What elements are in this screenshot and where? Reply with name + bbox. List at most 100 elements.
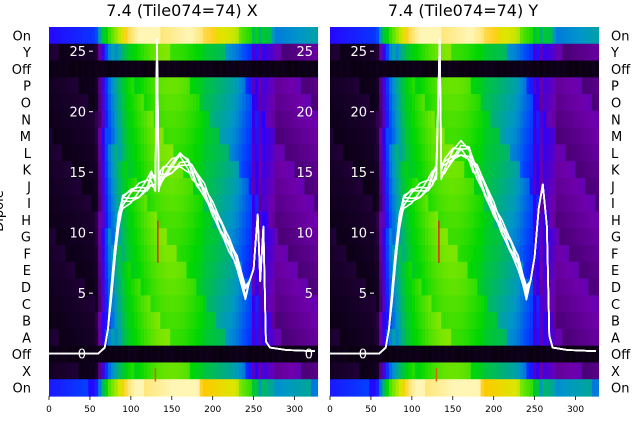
- heatmap-cell: [134, 27, 138, 45]
- heatmap-cell: [104, 245, 109, 263]
- heatmap-cell: [101, 194, 106, 213]
- heatmap-cell: [330, 60, 334, 78]
- heatmap-cell: [539, 60, 544, 78]
- heatmap-cell: [304, 94, 309, 112]
- heatmap-cell: [496, 362, 501, 380]
- heatmap-cell: [104, 362, 109, 380]
- heatmap-cell: [124, 312, 129, 330]
- heatmap-cell: [255, 43, 260, 62]
- heatmap-cell: [506, 110, 511, 129]
- heatmap-cell: [336, 295, 341, 313]
- heatmap-cell: [127, 127, 132, 146]
- heatmap-cell: [199, 228, 204, 246]
- heatmap: [49, 27, 319, 397]
- heatmap-cell: [434, 194, 439, 213]
- heatmap-cell: [163, 295, 168, 313]
- heatmap-cell: [166, 144, 171, 162]
- heatmap-cell: [470, 245, 475, 263]
- heatmap-cell: [500, 295, 505, 313]
- heatmap-cell: [595, 127, 600, 146]
- heatmap-cell: [55, 194, 60, 213]
- heatmap-cell: [526, 261, 531, 280]
- heatmap-cell: [281, 278, 286, 296]
- heatmap-cell: [388, 60, 393, 78]
- heatmap-cell: [307, 194, 312, 213]
- heatmap-cell: [183, 194, 188, 213]
- heatmap-cell: [107, 177, 112, 196]
- heatmap-cell: [232, 261, 237, 280]
- heatmap-cell: [143, 245, 148, 263]
- heatmap-cell: [137, 228, 142, 246]
- heatmap-cell: [287, 110, 292, 129]
- heatmap-cell: [542, 211, 547, 229]
- heatmap-cell: [546, 127, 550, 146]
- heatmap-cell: [474, 194, 478, 213]
- heatmap-cell: [140, 312, 145, 330]
- heatmap-cell: [94, 60, 99, 78]
- heatmap-cell: [114, 312, 119, 330]
- heatmap-cell: [359, 43, 364, 62]
- heatmap-cell: [160, 60, 165, 78]
- heatmap-cell: [510, 27, 514, 45]
- heatmap-cell: [229, 295, 233, 313]
- heatmap-cell: [513, 144, 518, 162]
- heatmap-cell: [101, 278, 106, 296]
- heatmap-cell: [565, 177, 570, 196]
- heatmap-cell: [212, 194, 217, 213]
- heatmap-cell: [464, 345, 469, 364]
- heatmap-cell: [519, 43, 524, 62]
- heatmap-cell: [202, 278, 207, 296]
- heatmap-cell: [519, 194, 524, 213]
- heatmap-cell: [536, 194, 541, 213]
- heatmap-cell: [189, 110, 194, 129]
- heatmap-cell: [339, 161, 344, 179]
- heatmap-cell: [565, 211, 570, 229]
- heatmap-cell: [372, 194, 377, 213]
- heatmap-cell: [186, 278, 191, 296]
- heatmap-cell: [196, 379, 201, 397]
- heatmap-cell: [444, 312, 449, 330]
- heatmap-cell: [140, 211, 145, 229]
- x-tick-label: 150: [163, 405, 180, 415]
- heatmap-cell: [62, 60, 66, 78]
- heatmap-cell: [251, 312, 256, 330]
- heatmap-cell: [578, 110, 583, 129]
- heatmap-cell: [166, 245, 171, 263]
- heatmap-cell: [98, 94, 102, 112]
- heatmap-cell: [245, 161, 250, 179]
- heatmap-cell: [137, 328, 142, 347]
- heatmap-cell: [199, 27, 204, 45]
- heatmap-cell: [536, 43, 541, 62]
- heatmap-cell: [447, 43, 452, 62]
- heatmap-cell: [271, 362, 276, 380]
- heatmap-cell: [483, 345, 488, 364]
- heatmap-cell: [572, 228, 577, 246]
- heatmap-cell: [467, 161, 472, 179]
- heatmap-cell: [310, 345, 315, 364]
- heatmap-cell: [81, 27, 86, 45]
- heatmap-cell: [157, 345, 161, 364]
- heatmap-cell: [261, 77, 266, 95]
- heatmap-cell: [339, 43, 344, 62]
- heatmap-cell: [117, 77, 122, 95]
- heatmap-cell: [114, 211, 119, 229]
- heatmap-cell: [496, 43, 501, 62]
- heatmap-cell: [415, 278, 419, 296]
- heatmap-cell: [143, 278, 148, 296]
- heatmap-cell: [493, 245, 498, 263]
- heatmap-cell: [104, 77, 109, 95]
- heatmap-cell: [242, 228, 247, 246]
- heatmap-cell: [199, 161, 204, 179]
- heatmap-cell: [464, 278, 469, 296]
- heatmap-cell: [81, 328, 86, 347]
- heatmap-cell: [186, 127, 191, 146]
- heatmap-cell: [193, 194, 197, 213]
- heatmap-cell: [402, 328, 406, 347]
- heatmap-cell: [339, 362, 344, 380]
- heatmap-cell: [503, 211, 508, 229]
- heatmap-cell: [209, 312, 214, 330]
- dipole-label: K: [611, 164, 620, 179]
- heatmap-cell: [464, 127, 469, 146]
- heatmap-cell: [245, 194, 250, 213]
- heatmap-cell: [559, 312, 564, 330]
